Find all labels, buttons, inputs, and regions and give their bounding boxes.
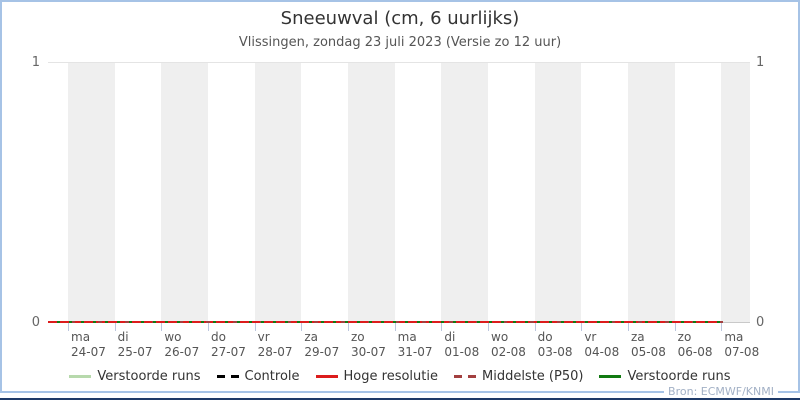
x-tick — [161, 323, 163, 331]
day-band-wo-26-07 — [161, 63, 208, 322]
x-axis-label-day: ma — [397, 330, 417, 344]
day-band-zo-30-07 — [348, 63, 395, 322]
gridline-y1 — [48, 62, 750, 63]
x-axis-label-day: za — [631, 330, 645, 344]
legend-label: Verstoorde runs — [627, 369, 731, 384]
day-band-do-03-08 — [534, 63, 582, 322]
x-axis-label-day: zo — [351, 330, 365, 344]
x-axis-label-date: 04-08 — [584, 345, 620, 359]
x-axis-label: ma 24-07 — [71, 330, 106, 360]
x-tick — [628, 323, 629, 331]
x-axis-label-day: vr — [584, 330, 597, 344]
x-axis-label-day: do — [537, 330, 553, 344]
x-axis-label-day: vr — [257, 330, 270, 344]
legend-label: Controle — [244, 369, 300, 384]
y-axis-label-left-min: 0 — [31, 315, 40, 330]
x-axis-label: do 27-07 — [211, 330, 246, 360]
day-band-ma-24-07 — [68, 63, 115, 322]
x-axis-label-date: 30-07 — [351, 345, 386, 359]
x-axis-label-date: 06-08 — [677, 345, 713, 359]
legend-label: Verstoorde runs — [97, 369, 201, 384]
series-line-verstoorde-runs — [48, 321, 723, 323]
x-axis-label-date: 03-08 — [537, 345, 573, 359]
x-tick — [674, 323, 676, 331]
x-axis-label: zo 30-07 — [351, 330, 386, 360]
x-axis-label: di 25-07 — [118, 330, 153, 360]
x-axis-label-day: di — [117, 330, 129, 344]
legend-swatch-dashed — [453, 375, 476, 378]
source-credit: Bron: ECMWF/KNMI — [664, 385, 778, 398]
legend-item: Controle — [216, 369, 300, 384]
x-tick — [208, 323, 209, 331]
x-tick — [721, 323, 723, 331]
x-axis-label-day: ma — [71, 330, 91, 344]
legend-item: Verstoorde runs — [69, 369, 201, 384]
x-axis-label: vr 04-08 — [584, 330, 619, 360]
x-axis-label: vr 28-07 — [258, 330, 293, 360]
x-axis-label-date: 28-07 — [257, 345, 293, 359]
y-axis-label-right-min: 0 — [756, 315, 765, 330]
x-tick — [68, 323, 69, 331]
x-tick — [394, 323, 396, 331]
x-axis-label-day: wo — [491, 330, 509, 344]
x-axis-label-date: 24-07 — [71, 345, 106, 359]
legend-swatch-solid — [69, 375, 92, 378]
x-axis-label-day: ma — [724, 330, 744, 344]
chart-title: Sneeuwval (cm, 6 uurlijks) — [280, 8, 520, 29]
x-tick — [114, 323, 116, 331]
legend-item: Hoge resolutie — [315, 369, 438, 384]
x-axis-label-date: 05-08 — [631, 345, 666, 359]
x-axis-label: do 03-08 — [538, 330, 573, 360]
chart-subtitle: Vlissingen, zondag 23 juli 2023 (Versie … — [238, 35, 562, 50]
x-axis-label-day: za — [304, 330, 318, 344]
x-axis-label-day: wo — [164, 330, 182, 344]
x-axis-label-date: 29-07 — [304, 345, 340, 359]
x-axis-label-date: 31-07 — [397, 345, 433, 359]
y-axis-label-right-max: 1 — [756, 55, 765, 70]
x-tick — [254, 323, 256, 331]
x-axis-label-date: 01-08 — [444, 345, 480, 359]
x-axis-label: ma 07-08 — [724, 330, 759, 360]
legend-swatch-dashed — [216, 375, 239, 378]
x-tick — [441, 323, 443, 331]
legend-label: Middelste (P50) — [481, 369, 584, 384]
day-band-di-01-08 — [441, 63, 488, 322]
legend-label: Hoge resolutie — [343, 369, 438, 384]
x-axis-label-day: zo — [677, 330, 692, 344]
x-tick — [301, 323, 303, 331]
legend-item: Verstoorde runs — [599, 369, 731, 384]
x-axis-label: zo 06-08 — [678, 330, 713, 360]
x-tick — [534, 323, 536, 331]
x-axis-label: di 01-08 — [444, 330, 479, 360]
x-axis-label-date: 27-07 — [211, 345, 246, 359]
x-axis-label: wo 26-07 — [164, 330, 199, 360]
x-axis-label: ma 31-07 — [398, 330, 433, 360]
x-axis-label: za 05-08 — [631, 330, 666, 360]
x-axis-label-day: di — [444, 330, 456, 344]
legend-swatch-solid — [315, 375, 338, 378]
x-axis-label-date: 26-07 — [164, 345, 200, 359]
legend-swatch-solid — [599, 375, 622, 378]
legend-item: Middelste (P50) — [453, 369, 584, 384]
x-axis-label: za 29-07 — [304, 330, 339, 360]
x-tick — [488, 323, 489, 331]
x-axis-label-date: 25-07 — [117, 345, 153, 359]
bottom-navy-bar — [0, 398, 800, 400]
day-band-za-05-08 — [628, 63, 675, 322]
day-band-vr-28-07 — [254, 63, 302, 322]
x-tick — [348, 323, 349, 331]
x-axis-label: wo 02-08 — [491, 330, 526, 360]
x-axis-label-date: 02-08 — [491, 345, 526, 359]
y-axis-label-left-max: 1 — [31, 55, 40, 70]
legend: Verstoorde runs Controle Hoge resolutie Mid… — [0, 369, 800, 384]
day-band-ma-07-08 — [721, 63, 750, 322]
x-axis-label-day: do — [211, 330, 226, 344]
x-tick — [581, 323, 583, 331]
x-axis-label-date: 07-08 — [724, 345, 760, 359]
